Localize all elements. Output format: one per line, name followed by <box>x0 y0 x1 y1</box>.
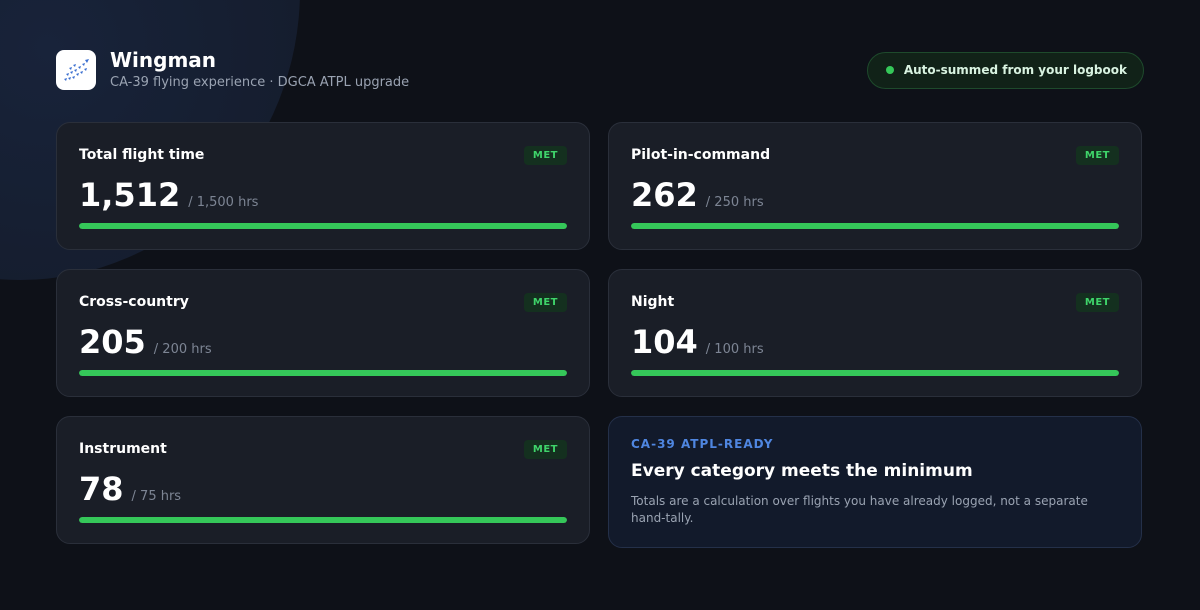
hours-target: / 75 hrs <box>131 489 182 504</box>
summary-body: Totals are a calculation over flights yo… <box>631 494 1088 525</box>
hours-value: 262 <box>631 176 698 214</box>
hours-value: 104 <box>631 323 698 361</box>
card-label: Pilot-in-command <box>631 147 771 163</box>
card-label: Cross-country <box>79 294 189 310</box>
progress-bar <box>79 370 567 376</box>
status-label: Auto-summed from your logbook <box>903 63 1127 77</box>
logbook-status-pill[interactable]: Auto-summed from your logbook <box>866 51 1144 89</box>
met-badge: MET <box>1075 145 1119 165</box>
met-badge: MET <box>523 145 567 165</box>
hours-value: 205 <box>79 323 146 361</box>
card-label: Total flight time <box>79 147 205 163</box>
card-label: Night <box>631 294 675 310</box>
card-instrument: Instrument MET 78 / 75 hrs <box>56 416 590 544</box>
card-night: Night MET 104 / 100 hrs <box>608 269 1142 397</box>
progress-fill <box>79 370 567 376</box>
progress-bar <box>631 223 1119 229</box>
formation-chart-icon <box>56 50 96 90</box>
progress-fill <box>79 517 567 523</box>
readiness-summary-card: CA-39 ATPL-READY Every category meets th… <box>608 416 1142 548</box>
card-cross-country: Cross-country MET 205 / 200 hrs <box>56 269 590 397</box>
progress-bar <box>79 517 567 523</box>
progress-fill <box>631 223 1119 229</box>
hours-target: / 250 hrs <box>705 195 764 210</box>
card-pilot-in-command: Pilot-in-command MET 262 / 250 hrs <box>608 122 1142 250</box>
status-dot-icon <box>885 66 894 74</box>
brand: Wingman CA-39 flying experience · DGCA A… <box>56 48 409 92</box>
progress-bar <box>79 223 567 229</box>
progress-fill <box>79 223 567 229</box>
summary-eyebrow: CA-39 ATPL-READY <box>631 437 774 451</box>
app-title: Wingman <box>110 48 217 72</box>
met-badge: MET <box>523 292 567 312</box>
requirements-grid: Total flight time MET 1,512 / 1,500 hrs … <box>56 122 1142 548</box>
header: Wingman CA-39 flying experience · DGCA A… <box>56 48 1144 92</box>
hours-value: 78 <box>79 470 124 508</box>
progress-bar <box>631 370 1119 376</box>
card-label: Instrument <box>79 441 167 457</box>
hours-value: 1,512 <box>79 176 181 214</box>
card-total-flight-time: Total flight time MET 1,512 / 1,500 hrs <box>56 122 590 250</box>
met-badge: MET <box>523 439 567 459</box>
summary-title: Every category meets the minimum <box>631 461 973 481</box>
hours-target: / 200 hrs <box>153 342 212 357</box>
app-subtitle: CA-39 flying experience · DGCA ATPL upgr… <box>110 75 410 90</box>
hours-target: / 100 hrs <box>705 342 764 357</box>
progress-fill <box>631 370 1119 376</box>
hours-target: / 1,500 hrs <box>188 195 259 210</box>
met-badge: MET <box>1075 292 1119 312</box>
